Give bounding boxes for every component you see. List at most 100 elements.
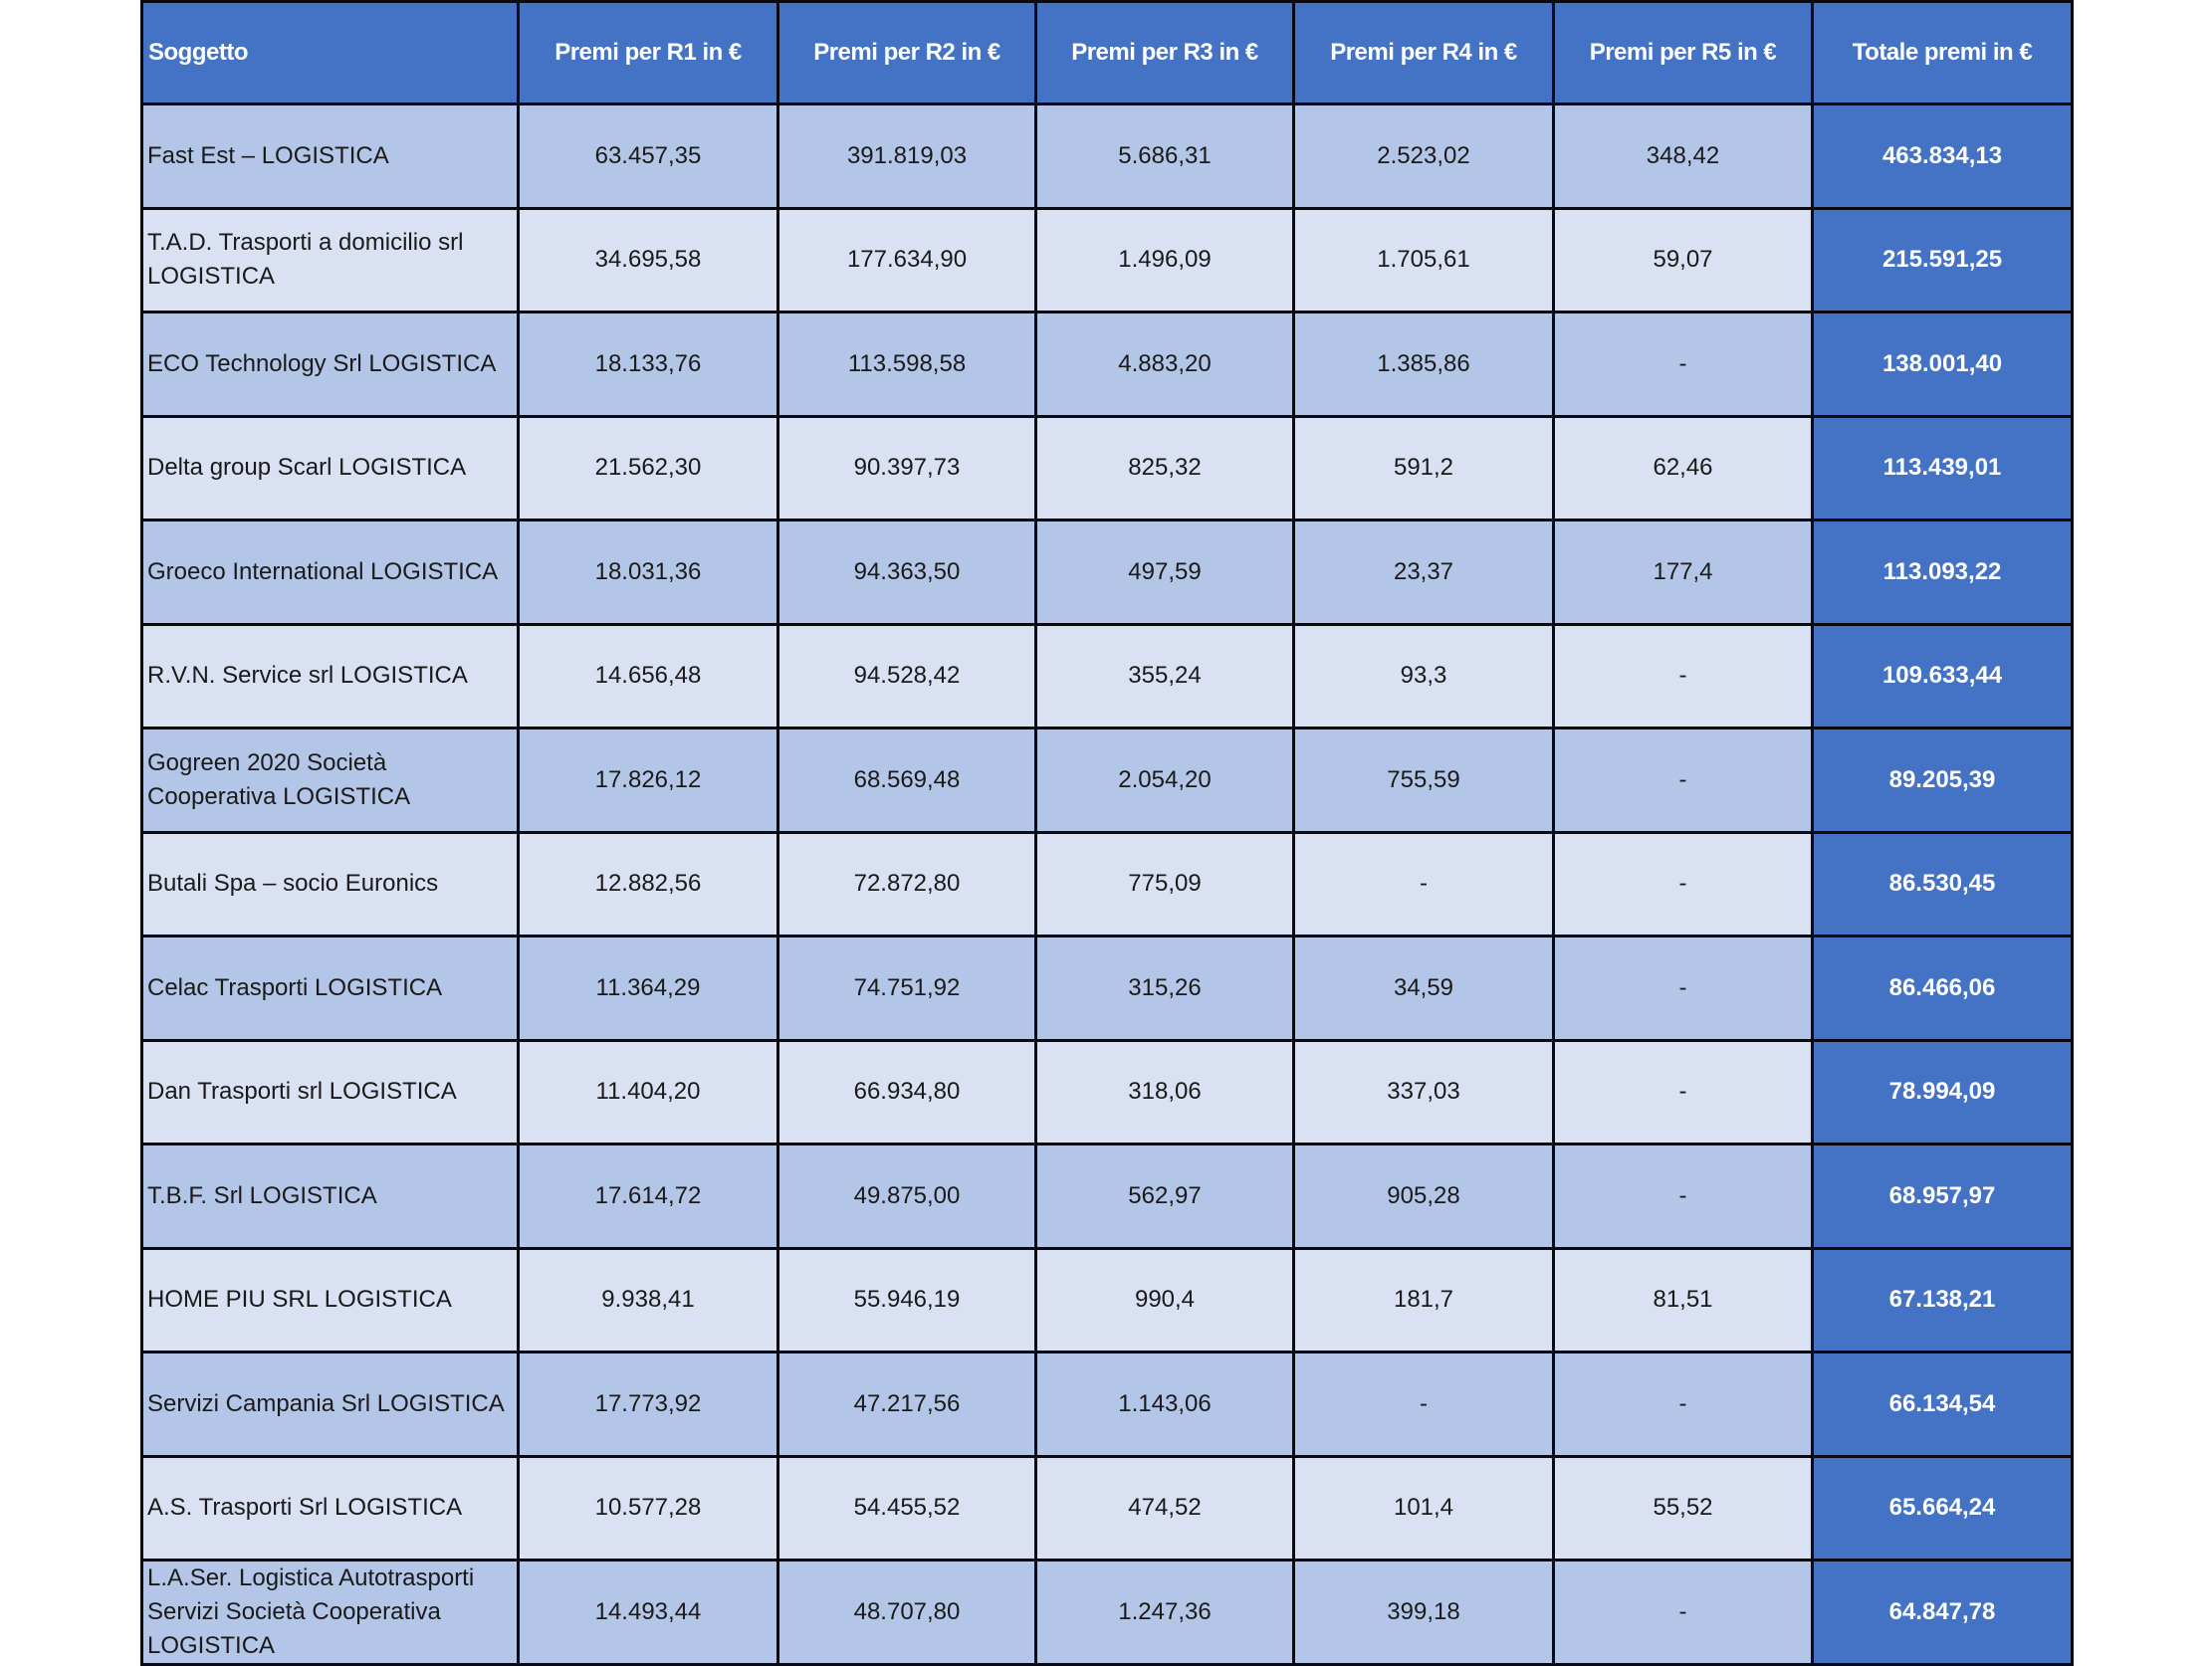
cell-r2: 74.751,92	[776, 935, 1037, 1042]
cell-r2: 68.569,48	[776, 727, 1037, 834]
table-row: Fast Est – LOGISTICA 63.457,35 391.819,03 5…	[140, 103, 2074, 210]
table-row: Butali Spa – socio Euronics 12.882,56 72.8…	[140, 830, 2074, 937]
table-row: Servizi Campania Srl LOGISTICA 17.773,92 4…	[140, 1351, 2074, 1458]
table-row: Delta group Scarl LOGISTICA 21.562,30 90.3…	[140, 414, 2074, 521]
cell-r5: 177,4	[1552, 519, 1814, 626]
table-row: L.A.Ser. Logistica Autotrasporti Servizi…	[140, 1559, 2074, 1666]
cell-r4: 2.523,02	[1292, 103, 1555, 210]
cell-r5: -	[1552, 1143, 1814, 1250]
cell-soggetto: Gogreen 2020 Società Cooperativa LOGISTI…	[140, 727, 520, 834]
header-r1: Premi per R1 in €	[517, 0, 779, 105]
cell-soggetto: Fast Est – LOGISTICA	[140, 103, 520, 210]
cell-r3: 5.686,31	[1034, 103, 1295, 210]
table-row: T.A.D. Trasporti a domicilio srl LOGISTI…	[140, 206, 2074, 313]
cell-r5: -	[1552, 830, 1814, 937]
cell-r1: 11.364,29	[517, 935, 779, 1042]
cell-r1: 17.826,12	[517, 727, 779, 834]
cell-r4: -	[1292, 830, 1555, 937]
cell-r2: 94.528,42	[776, 622, 1037, 729]
cell-r5: 62,46	[1552, 414, 1814, 521]
cell-totale: 68.957,97	[1811, 1143, 2074, 1250]
cell-soggetto: Dan Trasporti srl LOGISTICA	[140, 1038, 520, 1145]
cell-r3: 1.247,36	[1034, 1559, 1295, 1666]
cell-r2: 49.875,00	[776, 1143, 1037, 1250]
cell-r5: -	[1552, 622, 1814, 729]
header-r3: Premi per R3 in €	[1034, 0, 1295, 105]
cell-r2: 177.634,90	[776, 206, 1037, 313]
cell-soggetto: T.A.D. Trasporti a domicilio srl LOGISTI…	[140, 206, 520, 313]
cell-r2: 47.217,56	[776, 1351, 1037, 1458]
cell-r4: 905,28	[1292, 1143, 1555, 1250]
cell-r3: 497,59	[1034, 519, 1295, 626]
table-row: Dan Trasporti srl LOGISTICA 11.404,20 66.9…	[140, 1038, 2074, 1145]
table-row: Groeco International LOGISTICA 18.031,36 9…	[140, 519, 2074, 626]
cell-r2: 54.455,52	[776, 1454, 1037, 1562]
cell-r5: -	[1552, 1038, 1814, 1145]
cell-r1: 21.562,30	[517, 414, 779, 521]
cell-totale: 66.134,54	[1811, 1351, 2074, 1458]
cell-r3: 2.054,20	[1034, 727, 1295, 834]
cell-r4: 399,18	[1292, 1559, 1555, 1666]
cell-soggetto: Celac Trasporti LOGISTICA	[140, 935, 520, 1042]
header-r5: Premi per R5 in €	[1552, 0, 1814, 105]
cell-r1: 14.493,44	[517, 1559, 779, 1666]
cell-r3: 990,4	[1034, 1246, 1295, 1354]
cell-r4: 1.705,61	[1292, 206, 1555, 313]
table-row: HOME PIU SRL LOGISTICA 9.938,41 55.946,19 9…	[140, 1246, 2074, 1354]
cell-soggetto: L.A.Ser. Logistica Autotrasporti Servizi…	[140, 1559, 520, 1666]
cell-r3: 1.496,09	[1034, 206, 1295, 313]
cell-r1: 10.577,28	[517, 1454, 779, 1562]
cell-totale: 138.001,40	[1811, 311, 2074, 418]
cell-r4: 34,59	[1292, 935, 1555, 1042]
table-row: A.S. Trasporti Srl LOGISTICA 10.577,28 54.…	[140, 1454, 2074, 1562]
cell-r4: 755,59	[1292, 727, 1555, 834]
header-row: Soggetto Premi per R1 in € Premi per R2 …	[140, 0, 2074, 105]
cell-totale: 78.994,09	[1811, 1038, 2074, 1145]
cell-r4: 1.385,86	[1292, 311, 1555, 418]
cell-r2: 90.397,73	[776, 414, 1037, 521]
cell-r3: 315,26	[1034, 935, 1295, 1042]
cell-soggetto: ECO Technology Srl LOGISTICA	[140, 311, 520, 418]
table-row: Celac Trasporti LOGISTICA 11.364,29 74.751…	[140, 935, 2074, 1042]
cell-r3: 318,06	[1034, 1038, 1295, 1145]
cell-r3: 474,52	[1034, 1454, 1295, 1562]
table-row: R.V.N. Service srl LOGISTICA 14.656,48 94.…	[140, 622, 2074, 729]
cell-soggetto: Servizi Campania Srl LOGISTICA	[140, 1351, 520, 1458]
cell-r5: -	[1552, 727, 1814, 834]
cell-totale: 67.138,21	[1811, 1246, 2074, 1354]
cell-r4: 591,2	[1292, 414, 1555, 521]
cell-totale: 86.466,06	[1811, 935, 2074, 1042]
cell-r1: 18.031,36	[517, 519, 779, 626]
cell-r2: 113.598,58	[776, 311, 1037, 418]
table-row: T.B.F. Srl LOGISTICA 17.614,72 49.875,00 56…	[140, 1143, 2074, 1250]
cell-r1: 18.133,76	[517, 311, 779, 418]
cell-r3: 562,97	[1034, 1143, 1295, 1250]
header-r2: Premi per R2 in €	[776, 0, 1037, 105]
cell-r1: 14.656,48	[517, 622, 779, 729]
cell-soggetto: R.V.N. Service srl LOGISTICA	[140, 622, 520, 729]
cell-r1: 63.457,35	[517, 103, 779, 210]
cell-totale: 86.530,45	[1811, 830, 2074, 937]
cell-soggetto: A.S. Trasporti Srl LOGISTICA	[140, 1454, 520, 1562]
cell-r4: 337,03	[1292, 1038, 1555, 1145]
cell-r1: 17.614,72	[517, 1143, 779, 1250]
header-soggetto: Soggetto	[140, 0, 520, 105]
cell-totale: 113.093,22	[1811, 519, 2074, 626]
cell-r4: -	[1292, 1351, 1555, 1458]
cell-totale: 113.439,01	[1811, 414, 2074, 521]
cell-r1: 34.695,58	[517, 206, 779, 313]
cell-r2: 72.872,80	[776, 830, 1037, 937]
cell-r4: 23,37	[1292, 519, 1555, 626]
cell-r2: 66.934,80	[776, 1038, 1037, 1145]
table-row: ECO Technology Srl LOGISTICA 18.133,76 113…	[140, 311, 2074, 418]
cell-r5: 81,51	[1552, 1246, 1814, 1354]
cell-r3: 825,32	[1034, 414, 1295, 521]
premi-table-container: Soggetto Premi per R1 in € Premi per R2 …	[140, 0, 2074, 1666]
cell-r2: 55.946,19	[776, 1246, 1037, 1354]
cell-totale: 215.591,25	[1811, 206, 2074, 313]
cell-r1: 17.773,92	[517, 1351, 779, 1458]
cell-r2: 48.707,80	[776, 1559, 1037, 1666]
cell-r3: 355,24	[1034, 622, 1295, 729]
cell-r5: -	[1552, 311, 1814, 418]
table-row: Gogreen 2020 Società Cooperativa LOGISTI…	[140, 727, 2074, 834]
